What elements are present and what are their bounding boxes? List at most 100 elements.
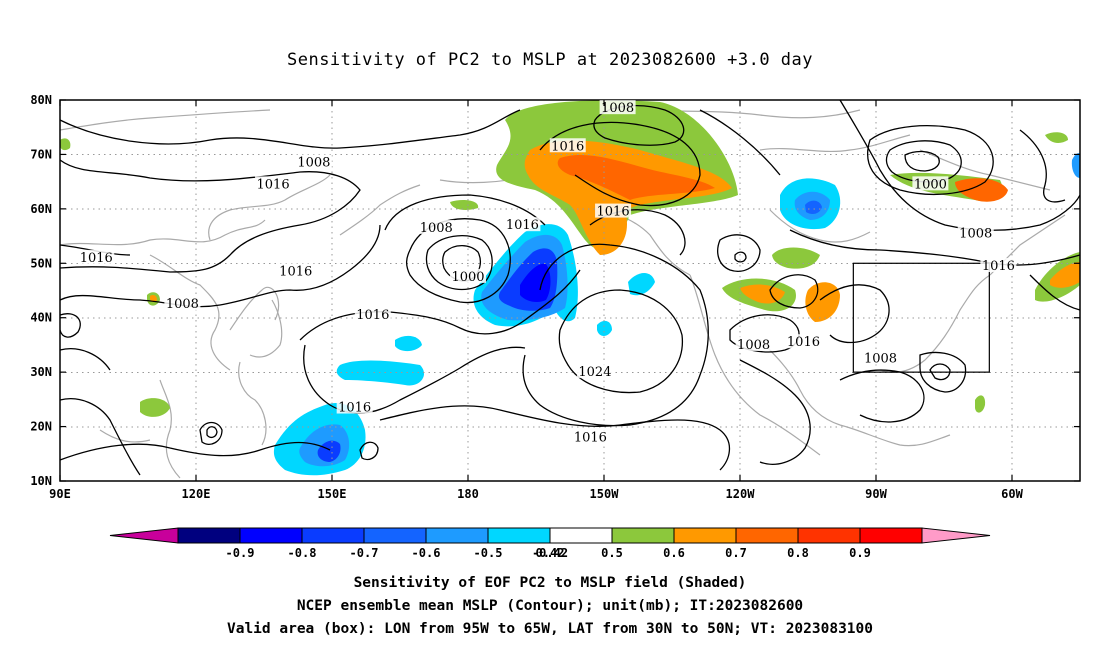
lon-label: 180 <box>457 487 479 501</box>
colorbar: -0.9 -0.8 -0.7 -0.6 -0.5 -0.420.42 0.5 0.6 0.7 0.… <box>109 527 991 560</box>
contour-label-bg <box>78 249 115 264</box>
colorbar-label: -0.5 <box>474 546 503 560</box>
colorbar-swatch <box>239 527 303 544</box>
lat-label: 40N <box>30 311 52 325</box>
contour-label: 1008 <box>737 338 770 353</box>
contour-label-bg <box>912 176 949 191</box>
colorbar-swatch <box>425 527 489 544</box>
contour-label-bg <box>450 268 486 283</box>
contour-label-bg <box>576 364 613 379</box>
contour-label: 1000 <box>914 177 947 192</box>
contour-label: 1016 <box>338 401 371 416</box>
contour-label: 1016 <box>787 335 820 350</box>
contour-label: 1000 <box>451 270 484 285</box>
contour-label-bg <box>735 336 772 351</box>
lon-label: 90E <box>49 487 71 501</box>
lat-label: 60N <box>30 202 52 216</box>
colorbar-swatch <box>549 527 613 544</box>
contour-label: 1024 <box>578 365 611 380</box>
contour-label-bg <box>549 138 586 153</box>
contour-label-bg <box>504 217 541 232</box>
colorbar-label: -0.8 <box>288 546 317 560</box>
contour-label: 1008 <box>420 221 453 236</box>
shade-orange-atlantic <box>1050 262 1080 288</box>
contour-label: 1016 <box>279 264 312 279</box>
shade-green-florida <box>975 395 986 413</box>
contour-label-bg <box>862 350 899 365</box>
colorbar-label: 0.9 <box>849 546 871 560</box>
contour-label: 1016 <box>551 139 584 154</box>
contour-label-bg <box>336 399 373 414</box>
shade-blue-canada-core <box>805 200 822 215</box>
contour-label-bg <box>785 334 822 349</box>
contour-label: 1016 <box>506 218 539 233</box>
colorbar-label: 0.5 <box>601 546 623 560</box>
shade-blue-pacific-core <box>520 263 551 303</box>
shade-green-ak2 <box>450 200 479 210</box>
contour-label-bg <box>599 100 636 115</box>
contour-label: 1016 <box>982 259 1015 274</box>
colorbar-swatch <box>363 527 427 544</box>
contour-label-bg <box>354 306 391 321</box>
colorbar-swatch <box>611 527 675 544</box>
shade-green-arctic-right <box>1045 132 1068 143</box>
colorbar-swatch <box>673 527 737 544</box>
shade-blue-c2 <box>395 335 422 352</box>
caption-line-3: Valid area (box): LON from 95W to 65W, L… <box>226 621 873 637</box>
shade-blue-c4 <box>597 320 612 336</box>
shade-blue-pacific-south-core <box>317 440 341 462</box>
contour-label: 1016 <box>356 308 389 323</box>
shade-green-east <box>772 247 820 269</box>
map-frame <box>59 99 1081 482</box>
caption-line-2: NCEP ensemble mean MSLP (Contour); unit(… <box>296 598 804 614</box>
contour-label-bg <box>418 219 455 234</box>
lat-label: 30N <box>30 365 52 379</box>
colorbar-label: 0.42 <box>536 546 565 560</box>
lat-label: 70N <box>30 147 52 161</box>
axis-ticks <box>59 99 1080 482</box>
lon-label: 150W <box>590 487 620 501</box>
contour-label-bg <box>595 203 632 218</box>
colorbar-label: 0.7 <box>725 546 747 560</box>
colorbar-swatch <box>177 527 241 544</box>
mslp-contours <box>59 99 1081 476</box>
valid-area-box <box>852 262 990 373</box>
colorbar-swatch <box>301 527 365 544</box>
contour-label-bg <box>572 429 609 444</box>
colorbar-over-triangle <box>921 527 991 544</box>
colorbar-label: -0.9 <box>226 546 255 560</box>
shade-green-arctic-left <box>60 138 71 151</box>
lon-label: 120E <box>182 487 211 501</box>
shade-orange-alaska-core <box>557 155 715 200</box>
contour-label-bg <box>980 258 1017 273</box>
contour-label-bg <box>164 296 201 311</box>
colorbar-label: -0.6 <box>412 546 441 560</box>
lon-label: 60W <box>1001 487 1023 501</box>
shade-blue-c3 <box>628 273 655 296</box>
contour-labels: 1008 1016 1008 1016 1008 1016 1016 1000 1016 1016… <box>78 100 1017 445</box>
colorbar-under-triangle <box>109 527 179 544</box>
lat-label: 50N <box>30 256 52 270</box>
lat-label: 20N <box>30 420 52 434</box>
lat-label: 10N <box>30 474 52 488</box>
colorbar-swatch <box>487 527 551 544</box>
contour-label: 1016 <box>574 430 607 445</box>
lon-label: 150E <box>318 487 347 501</box>
caption-line-1: Sensitivity of EOF PC2 to MSLP field (Sh… <box>353 575 747 591</box>
contour-label-bg <box>295 154 332 169</box>
contour-label-bg <box>255 176 292 191</box>
shade-green-small1 <box>140 398 170 417</box>
colorbar-label: 0.8 <box>787 546 809 560</box>
colorbar-swatch <box>859 527 923 544</box>
colorbar-swatch <box>797 527 861 544</box>
lon-label: 120W <box>726 487 756 501</box>
contour-label: 1016 <box>257 177 290 192</box>
shade-orange-midwest <box>805 282 840 322</box>
contour-label: 1016 <box>597 205 630 220</box>
contour-label: 1008 <box>601 101 634 116</box>
contour-label: 1008 <box>959 226 992 241</box>
contour-label: 1008 <box>297 156 330 171</box>
contour-label-bg <box>957 225 994 240</box>
shade-blue-atlantic <box>1071 153 1080 178</box>
